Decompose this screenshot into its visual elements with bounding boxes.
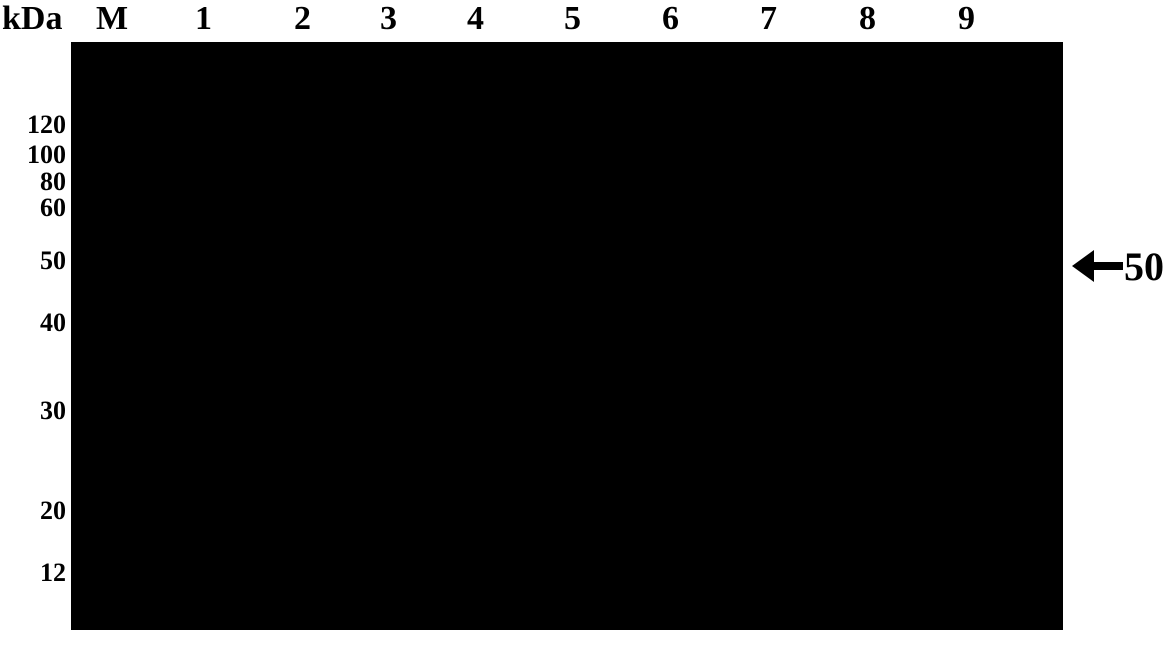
lane-label-4: 4 bbox=[467, 0, 484, 38]
mw-label-40: 40 bbox=[6, 308, 66, 338]
mw-label-100: 100 bbox=[6, 140, 66, 170]
mw-label-50: 50 bbox=[6, 246, 66, 276]
lane-label-8: 8 bbox=[859, 0, 876, 38]
lane-label-7: 7 bbox=[760, 0, 777, 38]
mw-label-20: 20 bbox=[6, 496, 66, 526]
mw-label-12: 12 bbox=[6, 558, 66, 588]
arrow-shaft bbox=[1093, 262, 1123, 270]
lane-label-6: 6 bbox=[662, 0, 679, 38]
arrow-head-icon bbox=[1072, 250, 1094, 282]
mw-label-30: 30 bbox=[6, 396, 66, 426]
lane-label-3: 3 bbox=[380, 0, 397, 38]
arrow-label-50: 50 bbox=[1124, 243, 1164, 290]
mw-label-120: 120 bbox=[6, 110, 66, 140]
mw-label-60: 60 bbox=[6, 193, 66, 223]
lane-label-2: 2 bbox=[294, 0, 311, 38]
unit-label-kda: kDa bbox=[2, 0, 62, 38]
gel-box bbox=[71, 42, 1063, 630]
lane-label-M: M bbox=[96, 0, 128, 38]
lane-label-1: 1 bbox=[195, 0, 212, 38]
lane-label-5: 5 bbox=[564, 0, 581, 38]
lane-label-9: 9 bbox=[958, 0, 975, 38]
